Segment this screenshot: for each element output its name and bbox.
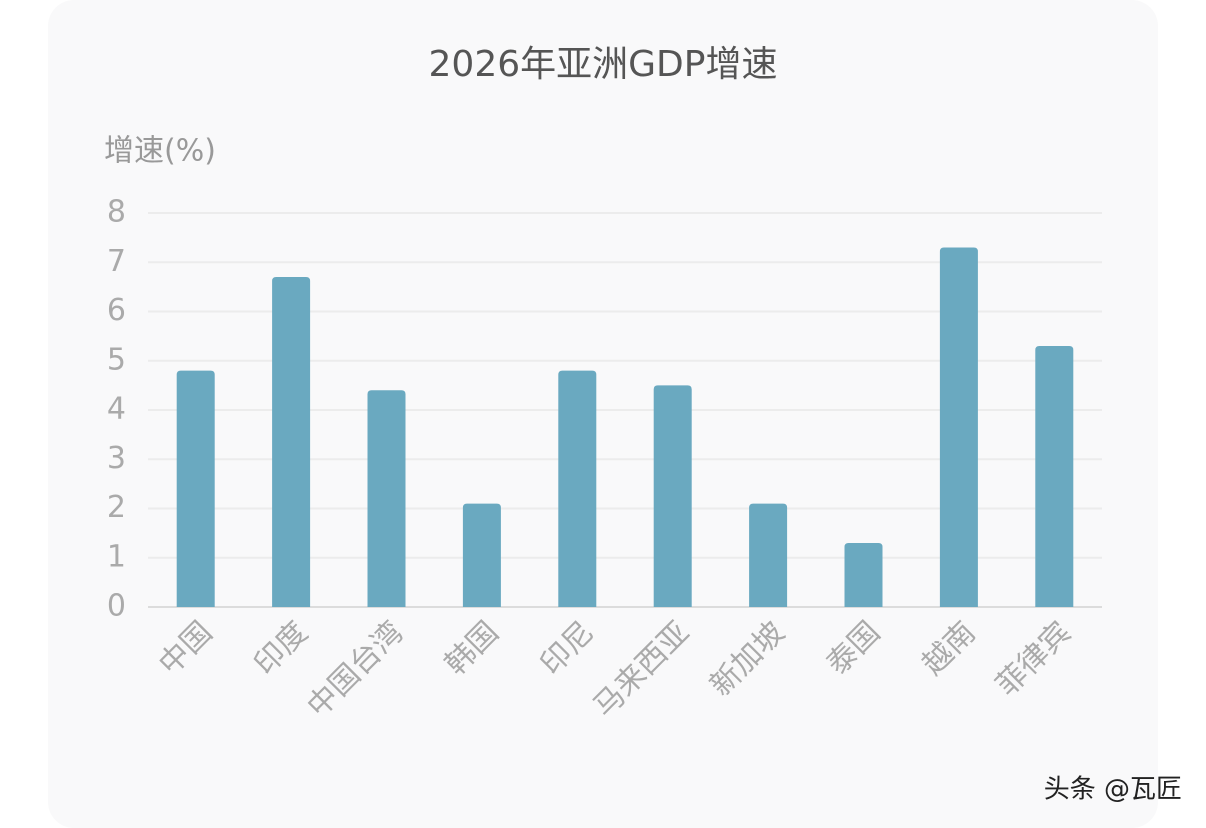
bar xyxy=(272,277,311,607)
bar xyxy=(462,503,501,607)
y-tick-label: 6 xyxy=(107,293,126,328)
y-tick-label: 3 xyxy=(107,441,126,476)
y-tick-label: 8 xyxy=(107,195,126,230)
y-tick-label: 4 xyxy=(107,392,126,427)
y-tick-label: 0 xyxy=(107,589,126,624)
bar xyxy=(1035,345,1074,607)
y-tick-label: 1 xyxy=(107,539,126,574)
bar xyxy=(367,390,406,607)
bar xyxy=(939,247,978,607)
y-tick-label: 5 xyxy=(107,342,126,377)
card xyxy=(48,0,1158,828)
bar xyxy=(558,370,597,607)
bar xyxy=(844,542,883,607)
bar xyxy=(749,503,788,607)
bar xyxy=(176,370,215,607)
watermark: 头条 @瓦匠 xyxy=(1044,775,1182,805)
chart-title: 2026年亚洲GDP增速 xyxy=(429,44,778,85)
y-tick-label: 7 xyxy=(107,244,126,279)
bar xyxy=(653,385,692,607)
y-axis-label: 增速(%) xyxy=(104,134,216,169)
y-tick-label: 2 xyxy=(107,490,126,525)
